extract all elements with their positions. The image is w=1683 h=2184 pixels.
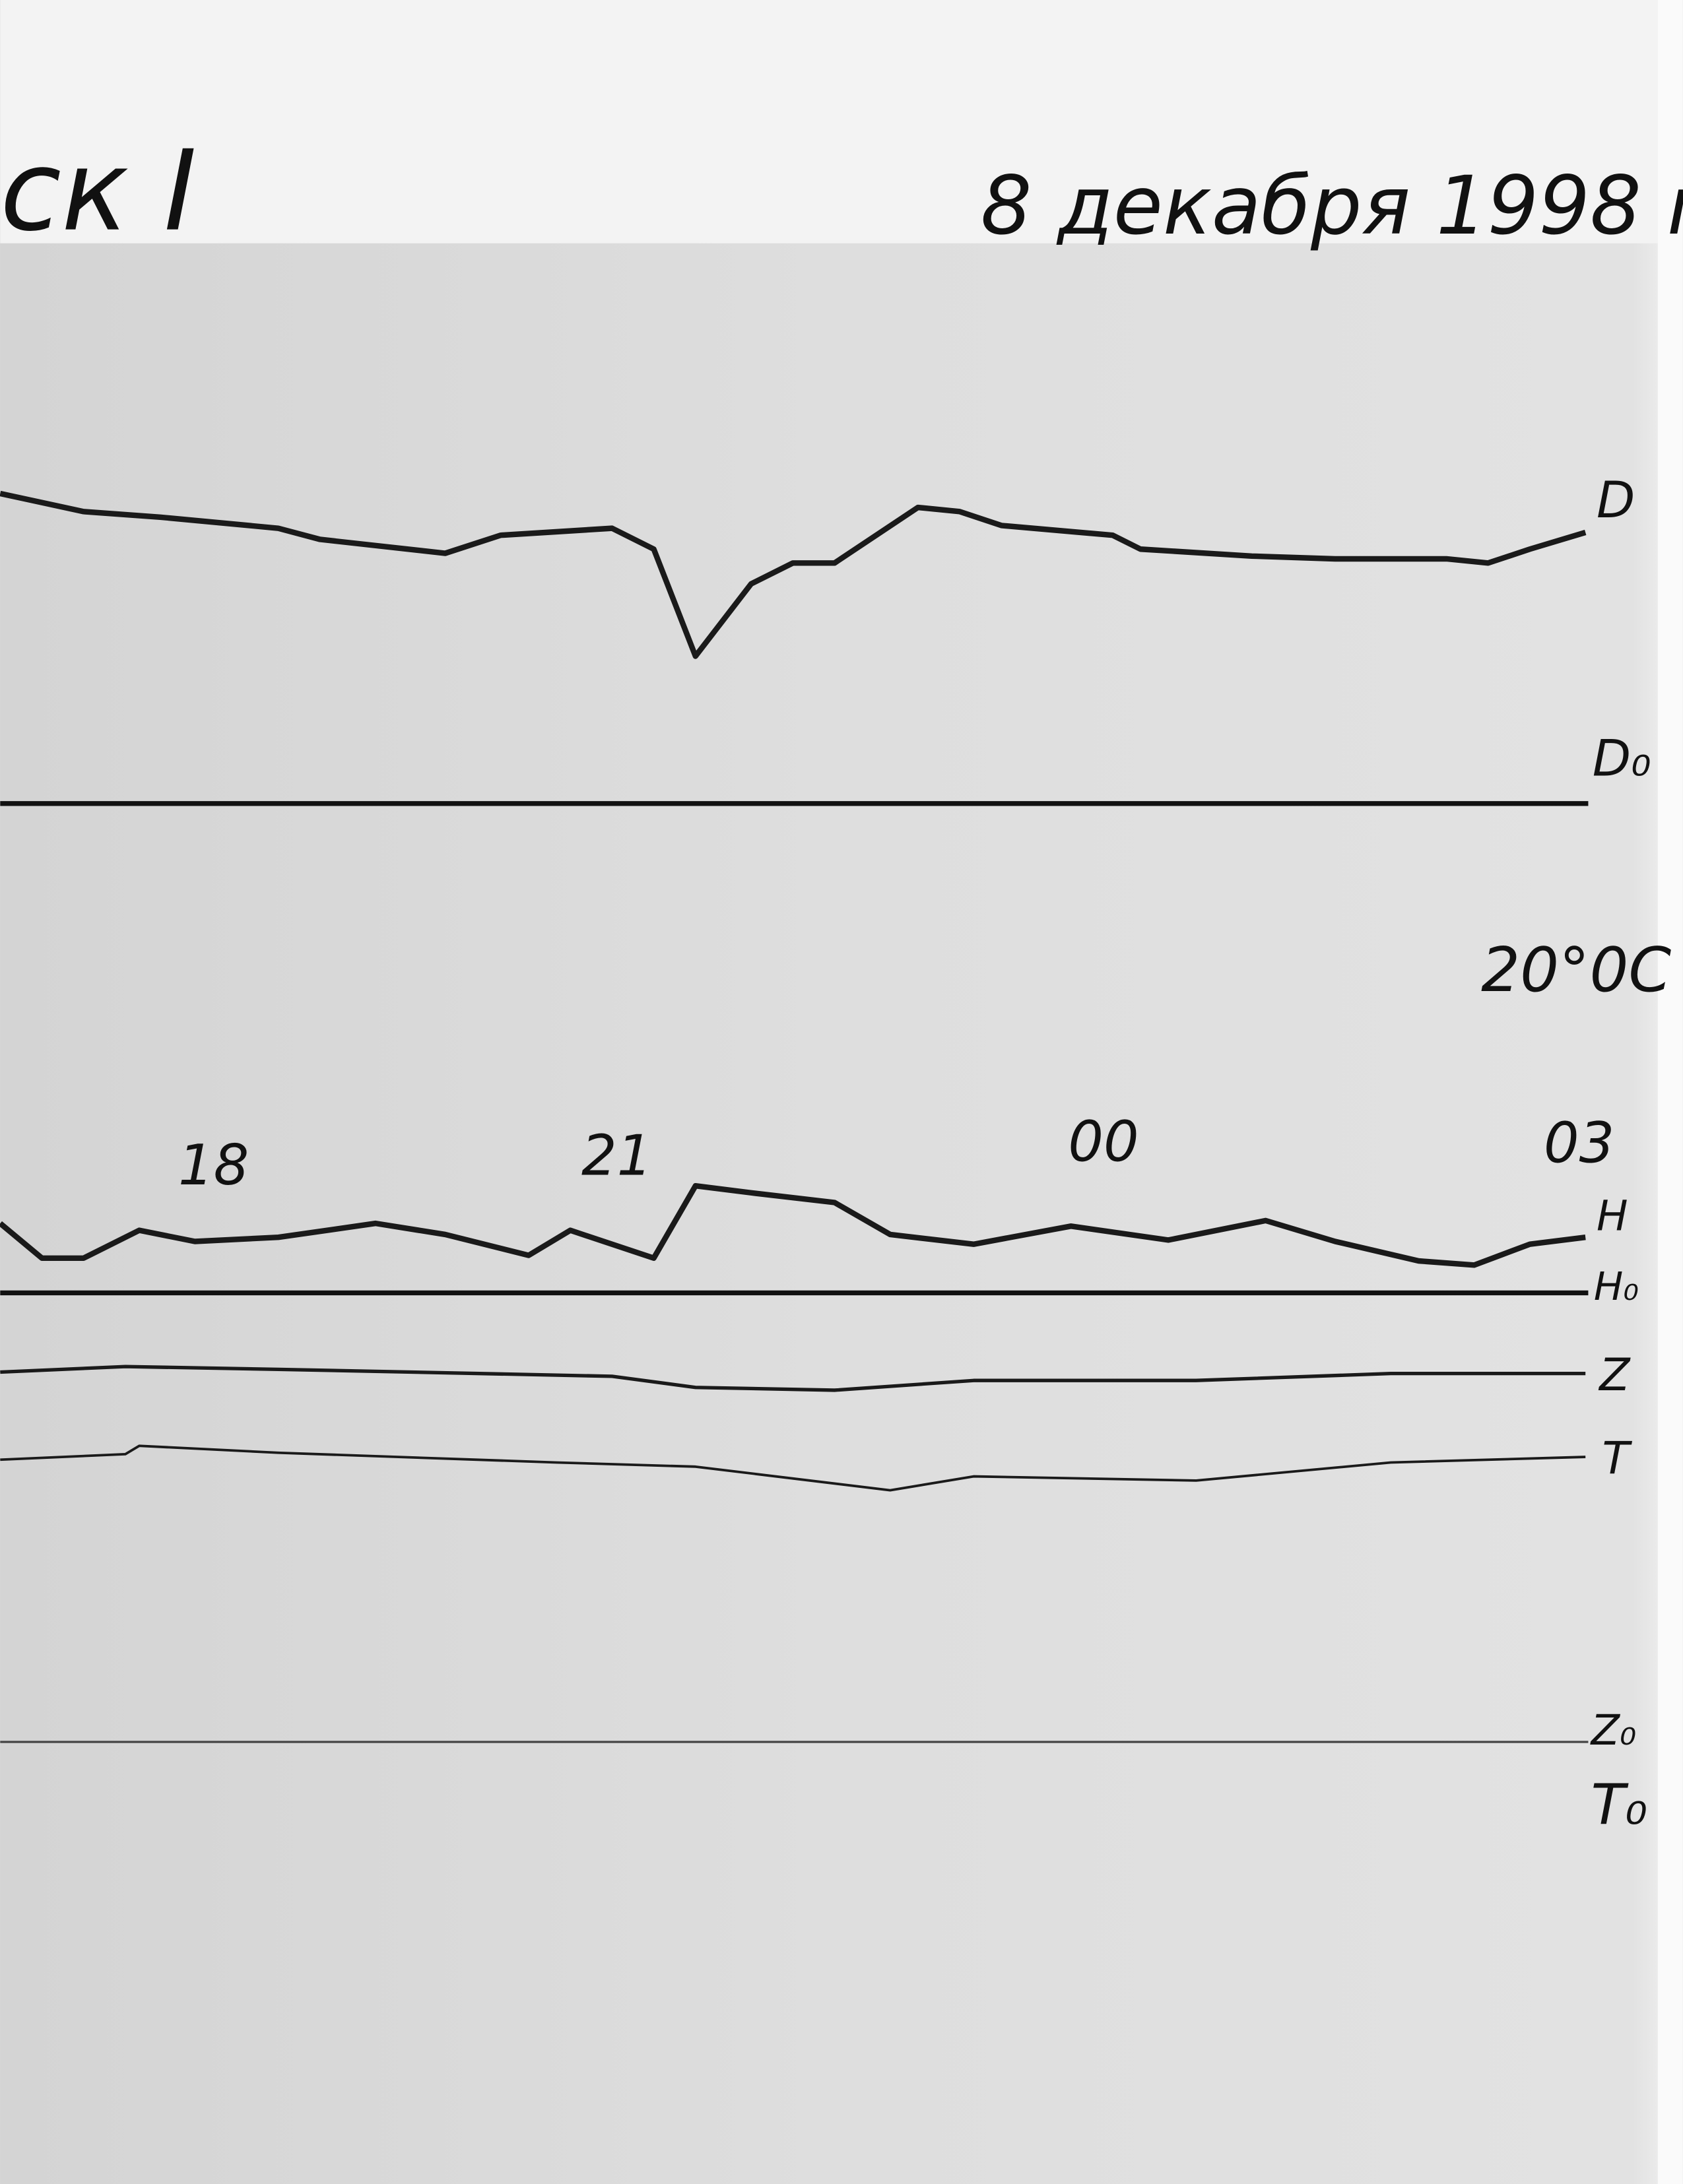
paper-edge bbox=[1657, 0, 1683, 2184]
hour-label: 21 bbox=[581, 1123, 652, 1188]
trace-label: H₀ bbox=[1594, 1264, 1639, 1309]
t-trace bbox=[0, 1444, 1586, 1492]
trace-label: Z₀ bbox=[1590, 1706, 1637, 1754]
date-label: 8 декабря 1998 г. bbox=[981, 159, 1683, 253]
station-label: ск I bbox=[0, 127, 197, 256]
trace-label: Z bbox=[1598, 1349, 1631, 1401]
hour-label: 00 bbox=[1068, 1109, 1138, 1174]
z-trace bbox=[0, 1365, 1586, 1392]
h-trace bbox=[0, 1183, 1586, 1268]
d-trace bbox=[0, 490, 1587, 659]
header-strip bbox=[0, 0, 1663, 243]
trace-label: T₀ bbox=[1591, 1772, 1647, 1837]
trace-label: D bbox=[1597, 471, 1635, 529]
trace-label: D₀ bbox=[1593, 730, 1651, 788]
trace-label: H bbox=[1597, 1192, 1628, 1240]
hour-label: 03 bbox=[1544, 1110, 1614, 1175]
hour-label: 18 bbox=[178, 1133, 249, 1198]
temperature-label: 20°0С bbox=[1481, 934, 1671, 1006]
trace-label: T bbox=[1602, 1432, 1632, 1484]
